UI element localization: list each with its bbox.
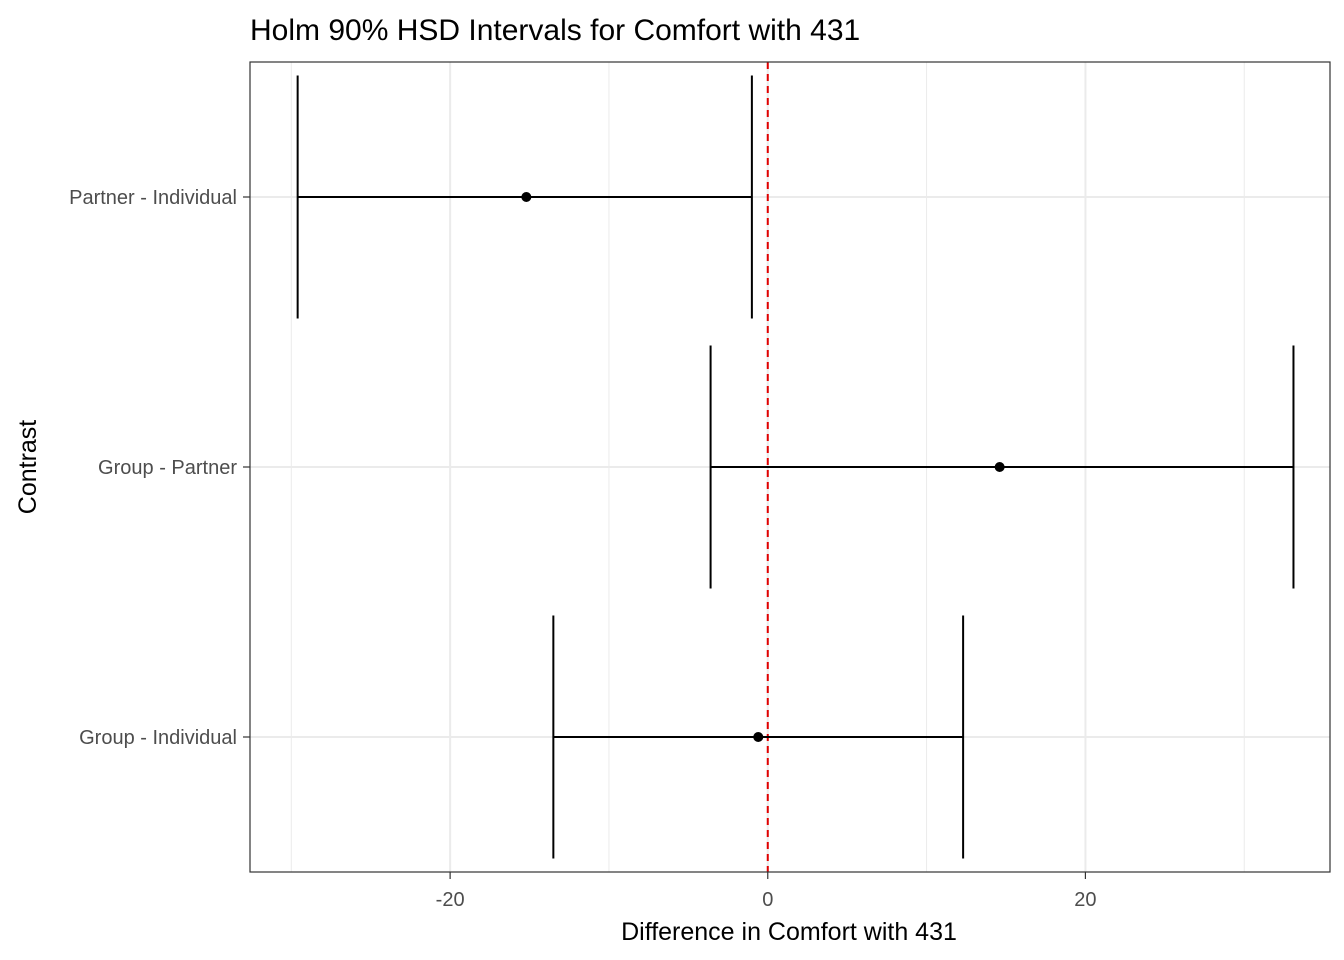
y-axis-title: Contrast — [14, 420, 42, 515]
axis-ticks: Partner - Individual Group - Partner Group… — [69, 187, 1096, 911]
x-tick-label: -20 — [436, 889, 465, 911]
estimate-point — [994, 462, 1005, 472]
estimate-point — [521, 192, 532, 202]
x-tick-label: 20 — [1074, 889, 1096, 911]
interval-marks — [296, 75, 1295, 859]
chart-title: Holm 90% HSD Intervals for Comfort with … — [250, 14, 860, 47]
y-tick-label: Group - Individual — [79, 727, 237, 749]
y-tick-label: Partner - Individual — [69, 187, 237, 209]
x-axis-title: Difference in Comfort with 431 — [621, 918, 957, 946]
estimate-point — [753, 732, 764, 742]
y-tick-label: Group - Partner — [98, 457, 237, 479]
x-tick-label: 0 — [762, 889, 773, 911]
